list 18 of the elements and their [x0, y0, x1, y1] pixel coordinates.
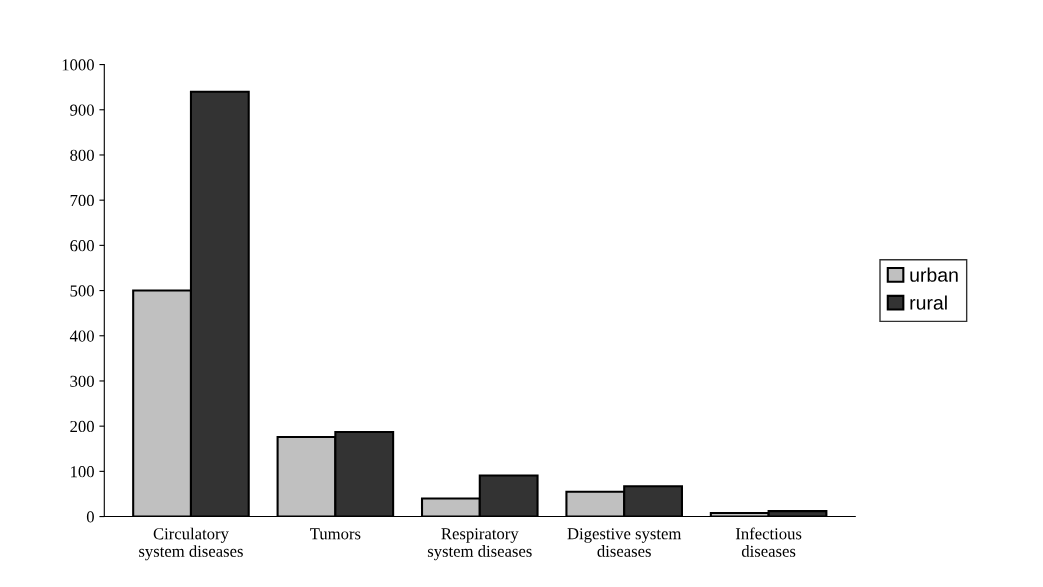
- y-tick-label: 400: [69, 330, 94, 342]
- x-tick-label: Circulatory system diseases: [139, 527, 243, 561]
- y-tick-label: 600: [70, 240, 94, 252]
- y-tick-label: 200: [70, 420, 94, 433]
- y-tick-label: 700: [70, 194, 94, 207]
- y-tick-label: 1000: [62, 59, 94, 71]
- legend-label: urban: [910, 267, 958, 282]
- legend-label: rural: [910, 295, 947, 310]
- y-tick-label: 100: [71, 466, 94, 478]
- x-tick-label: Digestive system diseases: [567, 528, 682, 557]
- x-tick-label: Infectious diseases: [735, 527, 802, 557]
- y-tick-label: 0: [86, 511, 94, 523]
- y-tick-label: 800: [70, 149, 94, 161]
- y-tick-label: 300: [70, 375, 94, 387]
- y-tick-label: 900: [70, 104, 94, 116]
- x-tick-label: Tumors: [310, 528, 361, 540]
- y-tick-label: 500: [70, 285, 94, 297]
- x-tick-label: Respiratory system diseases: [427, 528, 532, 561]
